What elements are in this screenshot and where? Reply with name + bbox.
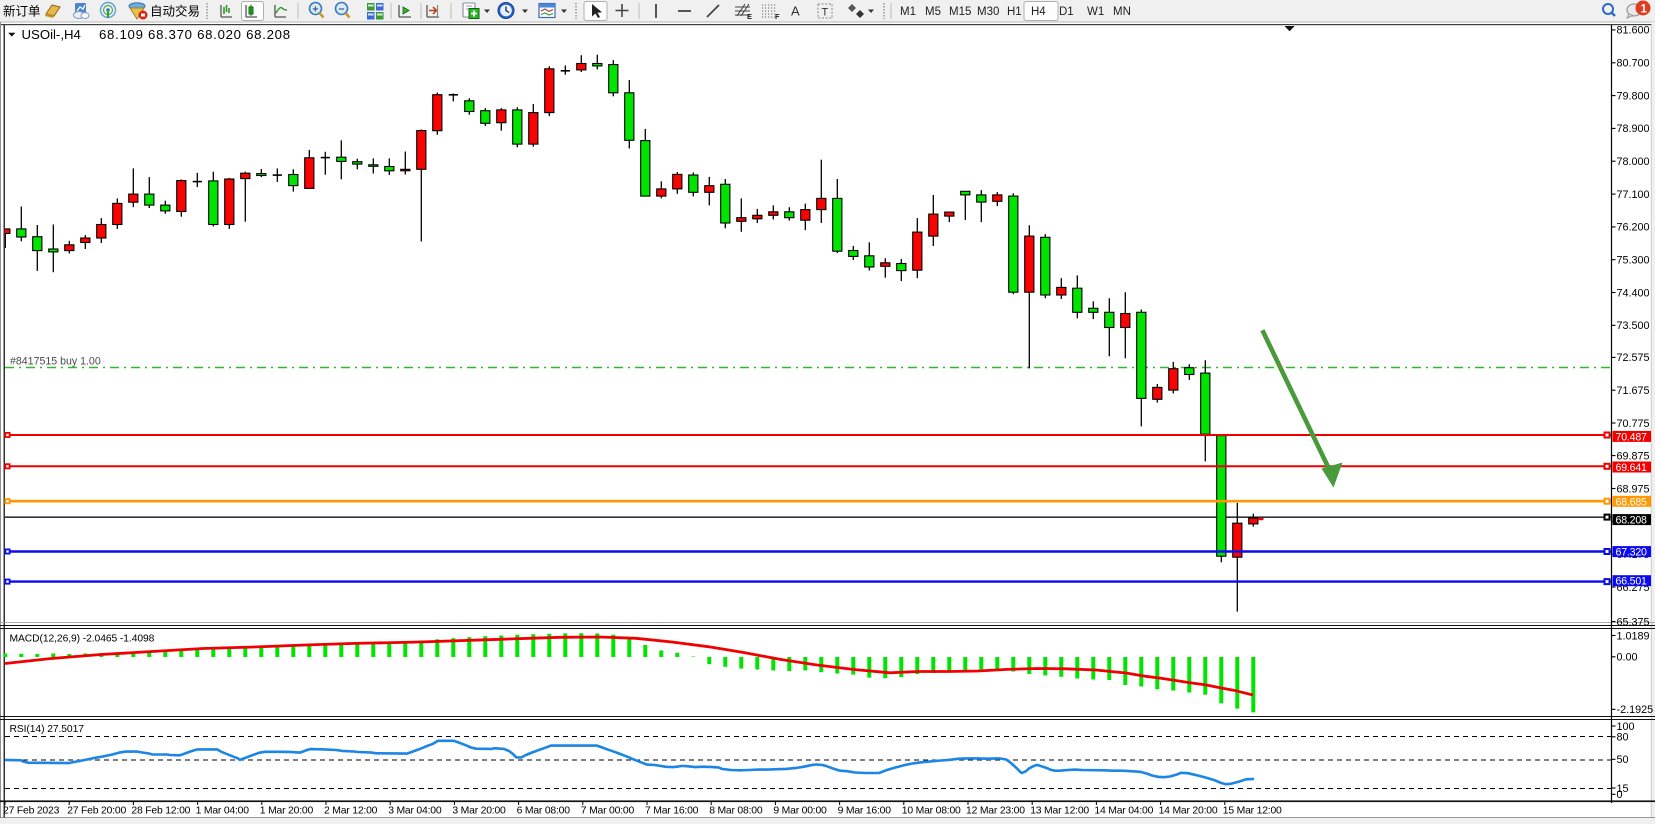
svg-text:T: T (822, 7, 829, 19)
svg-text:65.375: 65.375 (1617, 616, 1650, 628)
svg-text:68.109 68.370 68.020 68.208: 68.109 68.370 68.020 68.208 (99, 27, 291, 42)
svg-text:27 Feb 2023: 27 Feb 2023 (3, 806, 60, 817)
svg-text:7 Mar 16:00: 7 Mar 16:00 (645, 806, 699, 817)
svg-text:9 Mar 00:00: 9 Mar 00:00 (773, 806, 827, 817)
svg-text:12 Mar 23:00: 12 Mar 23:00 (966, 806, 1025, 817)
svg-text:3 Mar 04:00: 3 Mar 04:00 (388, 806, 442, 817)
svg-text:15: 15 (1617, 783, 1629, 795)
svg-text:W1: W1 (1087, 6, 1104, 18)
svg-text:67.320: 67.320 (1616, 547, 1648, 559)
svg-text:14 Mar 04:00: 14 Mar 04:00 (1094, 806, 1153, 817)
svg-text:69.641: 69.641 (1616, 462, 1648, 474)
svg-text:-2.1925: -2.1925 (1617, 704, 1654, 716)
svg-text:27 Feb 20:00: 27 Feb 20:00 (67, 806, 126, 817)
svg-text:71.675: 71.675 (1617, 385, 1650, 397)
svg-text:A: A (791, 4, 800, 19)
svg-text:M30: M30 (977, 6, 999, 18)
svg-text:1: 1 (1641, 4, 1648, 16)
svg-text:0.00: 0.00 (1617, 652, 1638, 664)
svg-text:−: − (338, 3, 344, 15)
svg-text:13 Mar 12:00: 13 Mar 12:00 (1030, 806, 1089, 817)
svg-text:RSI(14) 27.5017: RSI(14) 27.5017 (10, 724, 85, 735)
svg-text:MACD(12,26,9) -2.0465 -1.4098: MACD(12,26,9) -2.0465 -1.4098 (10, 634, 155, 645)
svg-text:75.300: 75.300 (1617, 255, 1650, 267)
svg-text:9 Mar 16:00: 9 Mar 16:00 (838, 806, 892, 817)
svg-text:76.200: 76.200 (1617, 222, 1650, 234)
svg-text:2 Mar 12:00: 2 Mar 12:00 (324, 806, 378, 817)
svg-text:69.875: 69.875 (1617, 450, 1650, 462)
svg-text:D1: D1 (1059, 6, 1074, 18)
svg-text:14 Mar 20:00: 14 Mar 20:00 (1159, 806, 1218, 817)
svg-text:M5: M5 (925, 6, 941, 18)
svg-text:8 Mar 08:00: 8 Mar 08:00 (709, 806, 763, 817)
svg-text:15 Mar 12:00: 15 Mar 12:00 (1223, 806, 1282, 817)
svg-text:70.487: 70.487 (1616, 431, 1648, 443)
svg-text:68.685: 68.685 (1616, 496, 1648, 508)
svg-text:100: 100 (1617, 721, 1635, 733)
svg-text:E: E (747, 12, 752, 21)
svg-text:H4: H4 (1031, 6, 1046, 18)
svg-text:80.700: 80.700 (1617, 58, 1650, 70)
svg-text:6 Mar 08:00: 6 Mar 08:00 (517, 806, 571, 817)
svg-text:81.600: 81.600 (1617, 25, 1650, 37)
svg-text:自动交易: 自动交易 (150, 4, 200, 19)
svg-text:F: F (775, 12, 780, 21)
svg-text:77.100: 77.100 (1617, 189, 1650, 201)
svg-text:70.775: 70.775 (1617, 418, 1650, 430)
svg-text:1.0189: 1.0189 (1617, 630, 1650, 642)
svg-text:73.500: 73.500 (1617, 320, 1650, 332)
svg-text:78.000: 78.000 (1617, 156, 1650, 168)
svg-text:78.900: 78.900 (1617, 123, 1650, 135)
svg-text:72.575: 72.575 (1617, 352, 1650, 364)
svg-text:#8417515 buy 1.00: #8417515 buy 1.00 (10, 356, 101, 368)
svg-text:28 Feb 12:00: 28 Feb 12:00 (131, 806, 190, 817)
svg-text:M1: M1 (900, 6, 916, 18)
svg-text:1 Mar 04:00: 1 Mar 04:00 (196, 806, 250, 817)
svg-text:M15: M15 (949, 6, 971, 18)
svg-text:3 Mar 20:00: 3 Mar 20:00 (452, 806, 506, 817)
svg-text:79.800: 79.800 (1617, 90, 1650, 102)
svg-text:74.400: 74.400 (1617, 287, 1650, 299)
svg-text:10 Mar 08:00: 10 Mar 08:00 (902, 806, 961, 817)
svg-text:MN: MN (1113, 6, 1131, 18)
svg-text:7 Mar 00:00: 7 Mar 00:00 (581, 806, 635, 817)
svg-text:USOil-,H4: USOil-,H4 (22, 27, 81, 42)
svg-text:H1: H1 (1007, 6, 1022, 18)
svg-text:1 Mar 20:00: 1 Mar 20:00 (260, 806, 314, 817)
svg-text:66.501: 66.501 (1616, 576, 1648, 588)
svg-text:68.208: 68.208 (1616, 515, 1648, 527)
svg-text:80: 80 (1617, 732, 1629, 744)
svg-text:新订单: 新订单 (3, 4, 41, 19)
svg-text:0: 0 (1617, 789, 1623, 801)
svg-text:50: 50 (1617, 754, 1629, 766)
svg-text:+: + (312, 3, 318, 15)
svg-text:68.975: 68.975 (1617, 483, 1650, 495)
